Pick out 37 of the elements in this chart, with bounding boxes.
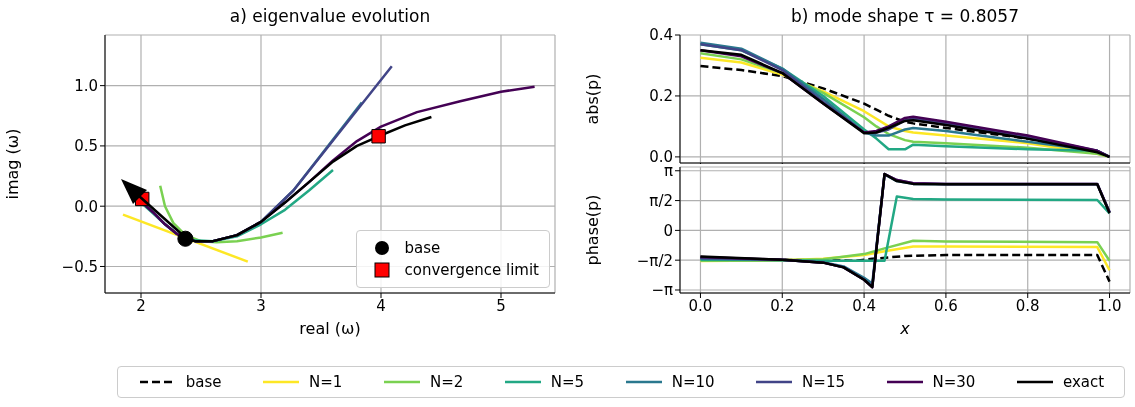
y-tick-label: 0.4 (649, 26, 673, 45)
y-axis-title: imag (ω) (2, 128, 22, 200)
y-tick-label: 0 (663, 221, 673, 240)
x-axis-title: real (ω) (299, 319, 361, 338)
x-tick-label: 2 (136, 296, 146, 315)
legend-label: base (185, 373, 222, 391)
x-tick-label: 4 (376, 296, 386, 315)
y-axis-title: phase(p) (582, 194, 602, 266)
x-tick-label: 0.2 (770, 296, 795, 315)
y-tick-label: 0.5 (74, 137, 98, 156)
legend-label: N=5 (550, 373, 585, 391)
x-tick-label: 1.0 (1097, 296, 1122, 315)
legend-label: N=15 (802, 373, 845, 391)
x-tick-label: 3 (256, 296, 266, 315)
y-axis-title: abs(p) (582, 73, 602, 125)
y-tick-label: 0.2 (649, 87, 673, 106)
y-tick-label: −π/2 (636, 251, 673, 270)
x-tick-label: 0.8 (1015, 296, 1040, 315)
y-tick-label: 1.0 (74, 76, 98, 95)
legend-label: N=2 (429, 373, 464, 391)
legend-label: base (404, 239, 441, 257)
y-tick-label: −π (651, 281, 673, 300)
y-tick-label: −0.5 (61, 257, 98, 276)
x-tick-label: 5 (496, 296, 506, 315)
legend-label: exact (1062, 373, 1105, 391)
chart-title: b) mode shape τ = 0.8057 (790, 6, 1020, 26)
chart-title: a) eigenvalue evolution (228, 6, 432, 26)
legend-label: N=10 (671, 373, 715, 391)
y-tick-label: π/2 (649, 191, 673, 210)
x-tick-label: 0.0 (688, 296, 713, 315)
legend-label: convergence limit (404, 261, 539, 279)
legend-label: N=30 (932, 373, 976, 391)
x-tick-label: 0.4 (852, 296, 877, 315)
y-tick-label: 0.0 (74, 197, 98, 216)
x-tick-label: 0.6 (933, 296, 958, 315)
x-axis-title: x (899, 319, 911, 338)
legend-label: N=1 (309, 373, 343, 391)
